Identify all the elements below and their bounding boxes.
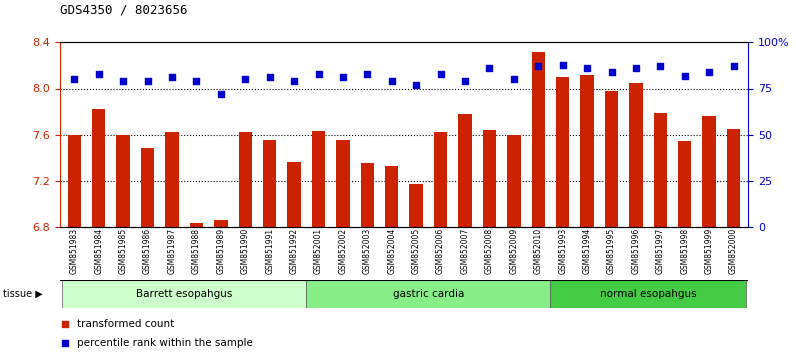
Bar [189,223,203,227]
Text: Barrett esopahgus: Barrett esopahgus [136,289,232,299]
Point [312,71,325,76]
Point [117,78,130,84]
Bar [580,75,594,227]
Bar [62,280,306,308]
Point [630,65,642,71]
Bar [532,52,545,227]
Point [239,76,252,82]
Bar [551,280,746,308]
Text: percentile rank within the sample: percentile rank within the sample [77,338,253,348]
Text: tissue ▶: tissue ▶ [3,289,43,299]
Point [337,75,349,80]
Point [287,78,300,84]
Bar [287,162,301,227]
Point [605,69,618,75]
Bar [556,77,569,227]
Bar [654,113,667,227]
Point [532,64,544,69]
Point [458,78,471,84]
Point [92,71,105,76]
Point [508,76,521,82]
Bar [409,184,423,227]
Point [410,82,423,88]
Bar [306,280,551,308]
Point [166,75,178,80]
Point [68,76,80,82]
Point [703,69,716,75]
Text: GDS4350 / 8023656: GDS4350 / 8023656 [60,4,187,17]
Bar [727,129,740,227]
Bar [482,130,496,227]
Bar [336,140,349,227]
Text: transformed count: transformed count [77,319,174,329]
Bar [385,166,399,227]
Bar [629,83,642,227]
Point [361,71,373,76]
Point [654,64,667,69]
Bar [702,116,716,227]
Bar [239,132,252,227]
Bar [361,163,374,227]
Bar [458,114,472,227]
Bar [678,141,692,227]
Bar [92,109,106,227]
Bar [214,219,228,227]
Text: gastric cardia: gastric cardia [392,289,464,299]
Bar [166,132,179,227]
Bar [434,132,447,227]
Bar [141,148,154,227]
Point [435,71,447,76]
Bar [263,140,276,227]
Bar [68,135,81,227]
Point [678,73,691,79]
Point [447,88,460,94]
Point [728,64,740,69]
Point [447,266,460,271]
Text: normal esopahgus: normal esopahgus [600,289,696,299]
Point [141,78,154,84]
Point [214,91,227,97]
Bar [507,135,521,227]
Bar [312,131,326,227]
Point [581,65,594,71]
Bar [605,91,618,227]
Point [385,78,398,84]
Point [483,65,496,71]
Point [263,75,276,80]
Bar [116,135,130,227]
Point [190,78,203,84]
Point [556,62,569,67]
